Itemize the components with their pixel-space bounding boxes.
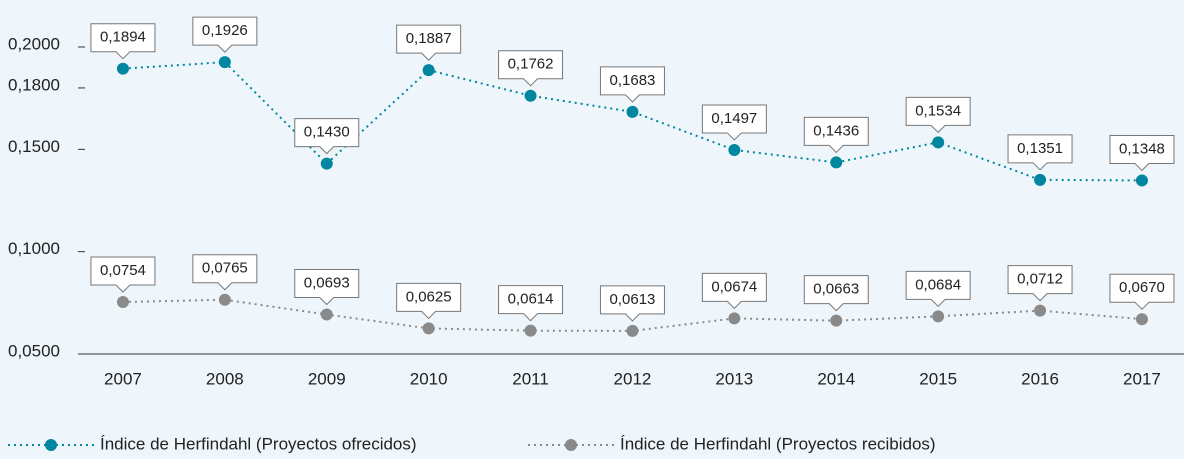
- label-box: [701, 272, 767, 310]
- x-tick-label: 2016: [1021, 369, 1059, 388]
- data-label: 0,0614: [508, 291, 554, 308]
- x-tick-label: 2009: [308, 369, 346, 388]
- label-box: [701, 104, 767, 141]
- data-point: [320, 157, 333, 170]
- label-box: [905, 270, 971, 308]
- data-point: [422, 64, 435, 77]
- data-label: 0,0712: [1017, 271, 1063, 288]
- label-box: [396, 282, 462, 320]
- data-label: 0,1683: [610, 72, 656, 89]
- data-point: [1034, 173, 1047, 186]
- data-label: 0,1351: [1017, 140, 1063, 157]
- y-tick-label: 0,1000: [8, 239, 60, 258]
- x-tick-label: 2013: [715, 369, 753, 388]
- data-point: [1135, 174, 1148, 187]
- data-point: [932, 136, 945, 149]
- x-tick-label: 2017: [1123, 369, 1161, 388]
- data-label: 0,1887: [406, 30, 452, 47]
- legend-dot: [565, 439, 577, 451]
- x-tick-label: 2014: [817, 369, 855, 388]
- data-point: [728, 143, 741, 156]
- x-tick-label: 2010: [410, 369, 448, 388]
- label-box: [599, 66, 665, 103]
- x-tick-label: 2011: [512, 369, 549, 388]
- data-label: 0,0625: [406, 288, 452, 305]
- data-point: [830, 156, 843, 169]
- data-label: 0,0684: [915, 276, 961, 293]
- label-box: [1007, 265, 1073, 302]
- label-box: [1007, 134, 1073, 171]
- y-tick-label: 0,2000: [8, 34, 60, 53]
- data-point: [626, 105, 639, 118]
- label-box: [90, 256, 156, 293]
- data-label: 0,0693: [304, 274, 350, 291]
- data-point: [830, 314, 843, 327]
- legend-label: Índice de Herfindahl (Proyectos recibido…: [620, 434, 936, 453]
- data-label: 0,0754: [100, 262, 146, 279]
- data-point: [218, 56, 231, 69]
- data-label: 0,0613: [610, 291, 656, 308]
- label-box: [498, 285, 564, 322]
- data-label: 0,1348: [1119, 140, 1165, 157]
- label-box: [294, 268, 360, 306]
- data-point: [320, 308, 333, 321]
- x-tick-label: 2015: [919, 369, 957, 388]
- label-box: [90, 23, 156, 60]
- data-point: [218, 293, 231, 306]
- data-label: 0,0670: [1119, 279, 1165, 296]
- x-tick-label: 2007: [104, 369, 142, 388]
- legend-label: Índice de Herfindahl (Proyectos ofrecido…: [100, 434, 417, 453]
- y-tick-label: 0,0500: [8, 341, 60, 360]
- x-tick-label: 2008: [206, 369, 244, 388]
- data-point: [422, 322, 435, 335]
- data-label: 0,1534: [915, 102, 961, 119]
- label-box: [192, 16, 258, 53]
- label-box: [192, 254, 258, 291]
- data-point: [524, 324, 537, 337]
- label-box: [1109, 134, 1175, 172]
- legend-dot: [45, 439, 57, 451]
- label-box: [396, 24, 462, 61]
- data-label: 0,1436: [813, 122, 859, 139]
- label-box: [803, 116, 869, 154]
- data-point: [116, 296, 129, 309]
- data-label: 0,0765: [202, 260, 248, 277]
- label-box: [294, 118, 360, 155]
- data-label: 0,1497: [711, 110, 757, 127]
- label-box: [905, 96, 971, 134]
- data-point: [524, 89, 537, 102]
- data-label: 0,1430: [304, 124, 350, 141]
- data-label: 0,1762: [508, 56, 554, 73]
- data-point: [1034, 304, 1047, 317]
- label-box: [498, 50, 564, 87]
- data-point: [1135, 313, 1148, 326]
- y-tick-label: 0,1500: [8, 137, 60, 156]
- x-tick-label: 2012: [614, 369, 652, 388]
- label-box: [803, 275, 869, 312]
- data-point: [932, 310, 945, 323]
- data-point: [626, 324, 639, 337]
- data-label: 0,0674: [711, 278, 757, 295]
- data-point: [728, 312, 741, 325]
- data-point: [116, 62, 129, 75]
- data-label: 0,1926: [202, 22, 248, 39]
- label-box: [1109, 273, 1175, 310]
- data-label: 0,1894: [100, 29, 146, 46]
- data-label: 0,0663: [813, 281, 859, 298]
- label-box: [599, 285, 665, 322]
- y-tick-label: 0,1800: [8, 75, 60, 94]
- series-line: [122, 61, 1142, 182]
